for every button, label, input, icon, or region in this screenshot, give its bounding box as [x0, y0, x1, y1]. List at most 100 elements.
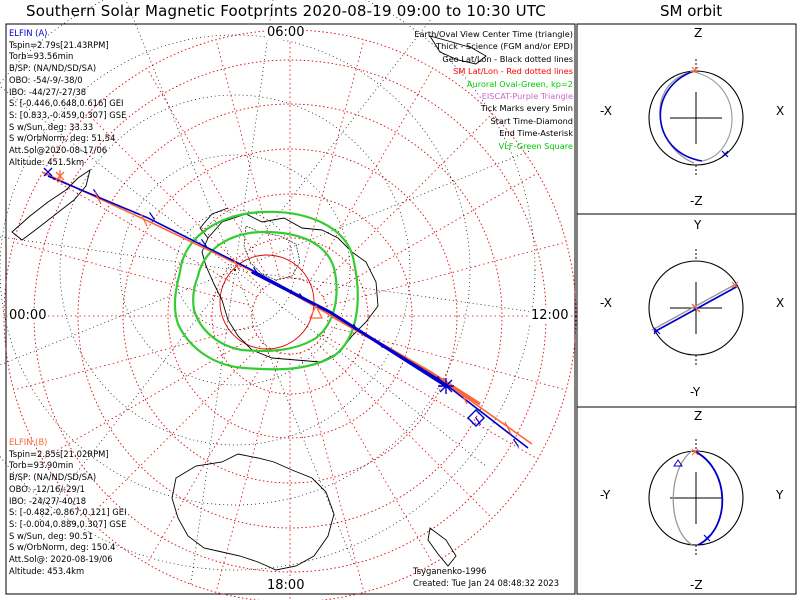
auroral-oval-inner	[192, 230, 338, 353]
orbit-back-path	[689, 70, 733, 162]
legend-line: Geo Lat/Lon - Black dotted lines	[442, 53, 573, 64]
view-center-triangle	[309, 304, 323, 319]
info-line: Altitude: 451.5km	[9, 156, 85, 167]
xy-bottom-label: -Y	[690, 385, 701, 399]
yz-top-label: Z	[694, 409, 703, 423]
auroral-oval-outer	[173, 210, 359, 371]
legend-line: Auroral Oval-Green, kp=2	[466, 78, 573, 89]
info-line: Torb=93.90min	[9, 460, 74, 471]
sm-lon-line	[299, 39, 365, 280]
start-diamond	[467, 409, 485, 427]
info-line: B/SP: (NA/ND/SD/SA)	[9, 63, 97, 74]
elfin-b-tick	[504, 421, 512, 435]
orbit-marker	[673, 459, 683, 467]
info-line: Tspin=2.79s[21.43RPM]	[9, 39, 109, 50]
elfin-a-tick	[512, 438, 520, 448]
mlt-label-bottom: 18:00	[266, 578, 306, 593]
elfin-a-track	[47, 175, 529, 449]
orbit-frame-xz	[576, 23, 797, 215]
info-line: S: [-0.482,-0.867,0.121] GEI	[9, 507, 127, 518]
sm-lat-circle	[77, 103, 503, 529]
elfin-a-start-mark	[43, 167, 53, 177]
orbit-marker	[691, 448, 699, 456]
orbit-marker	[653, 327, 661, 335]
geo-lon-line	[234, 0, 274, 271]
info-line: S w/OrbNorm, deg: 51.54	[9, 133, 116, 144]
geo-lon-line	[0, 236, 236, 271]
elfin-a-science-segment	[251, 270, 447, 388]
africa-coastline	[429, 35, 487, 65]
mlt-label-top: 06:00	[266, 25, 306, 40]
sm-lon-line	[308, 348, 434, 564]
legend-line: Earth/Oval View Center Time (triangle)	[414, 29, 573, 39]
geo-lon-line	[125, 0, 236, 271]
info-line: Altitude: 453.4km	[9, 565, 85, 576]
created-text: Created: Tue Jan 24 08:48:32 2023	[413, 578, 560, 588]
legend-line: VLF-Green Square	[498, 140, 573, 151]
legend-line: Tick Marks every 5min	[480, 103, 573, 114]
sm-lat-circle	[167, 193, 413, 439]
south-america-coastline	[11, 168, 91, 241]
orbit-marker	[691, 303, 701, 313]
orbit-marker	[721, 150, 729, 158]
elfin-a-tick	[200, 238, 208, 248]
elfin-b-info: ELFIN (B) Tspin=2.85s[21.02RPM] Torb=93.…	[9, 437, 127, 577]
sm-lon-line	[13, 241, 254, 307]
end-asterisk	[438, 378, 454, 394]
geo-lon-line	[234, 149, 532, 271]
info-line: S w/Sun, deg: 90.51	[9, 530, 94, 541]
info-line: Tspin=2.85s[21.02RPM]	[9, 448, 109, 459]
yz-right-label: Y	[776, 488, 784, 502]
sm-lon-line	[308, 68, 434, 284]
sm-lon-line	[299, 352, 365, 593]
elfin-a-tick	[474, 416, 482, 426]
yz-bottom-label: -Z	[690, 578, 703, 592]
elfin-b-tick	[460, 391, 468, 405]
legend-line: End Time-Asterisk	[499, 128, 573, 139]
legend-line: Start Time-Diamond	[490, 115, 573, 126]
xy-right-label: X	[776, 296, 785, 310]
info-line: OBO: -12/16/-29/1	[9, 483, 85, 494]
sm-lon-line	[316, 342, 493, 519]
elfin-b-tick	[232, 257, 240, 271]
elfin-a-tick	[376, 339, 384, 349]
orbit-b-path	[672, 450, 693, 546]
elfin-a-name: ELFIN (A)	[9, 28, 48, 38]
info-line: Torb=93.56min	[9, 51, 74, 62]
sm-lon-line	[42, 334, 258, 460]
sm-lon-line	[326, 241, 567, 307]
sm-lon-line	[316, 113, 493, 290]
info-line: IBO: -44/27/-27/38	[9, 86, 87, 97]
ice-shelf-outline	[243, 225, 301, 281]
australia-coastline	[171, 453, 335, 571]
sm-lon-line	[215, 39, 281, 280]
antarctica-coastline	[199, 207, 379, 363]
geo-lat-circle	[119, 154, 351, 386]
orbit-marker	[691, 66, 699, 74]
elfin-a-tick	[148, 211, 156, 221]
xz-bottom-label: -Z	[690, 194, 703, 208]
sm-lon-line	[322, 334, 538, 460]
xz-left-label: -X	[600, 104, 612, 118]
sm-lon-line	[42, 172, 258, 298]
sm-lat-circle	[211, 237, 369, 395]
legend-line: SM Lat/Lon - Red dotted lines	[453, 66, 573, 77]
xz-right-label: X	[776, 104, 785, 118]
sm-lat-circle	[122, 148, 458, 484]
geo-lon-line	[234, 17, 433, 271]
geo-lon-line	[190, 269, 236, 587]
info-line: S: [-0.004,0.889,0.307] GSE	[9, 518, 127, 529]
sm-lon-line	[215, 352, 281, 593]
geo-lon-line	[0, 269, 236, 366]
geo-lat-circle	[0, 0, 536, 571]
elfin-a-info: ELFIN (A) Tspin=2.79s[21.43RPM] Torb=93.…	[9, 28, 126, 168]
info-line: S: [-0.446,0.648,0.616] GEI	[9, 98, 124, 109]
yz-left-label: -Y	[600, 488, 611, 502]
page-title: Southern Solar Magnetic Footprints 2020-…	[26, 2, 546, 20]
elfin-a-tick	[252, 266, 260, 276]
geo-lat-circle	[59, 94, 411, 446]
elfin-a-tick	[298, 292, 306, 302]
xy-top-label: Y	[694, 218, 702, 232]
sm-lon-line	[146, 348, 272, 564]
